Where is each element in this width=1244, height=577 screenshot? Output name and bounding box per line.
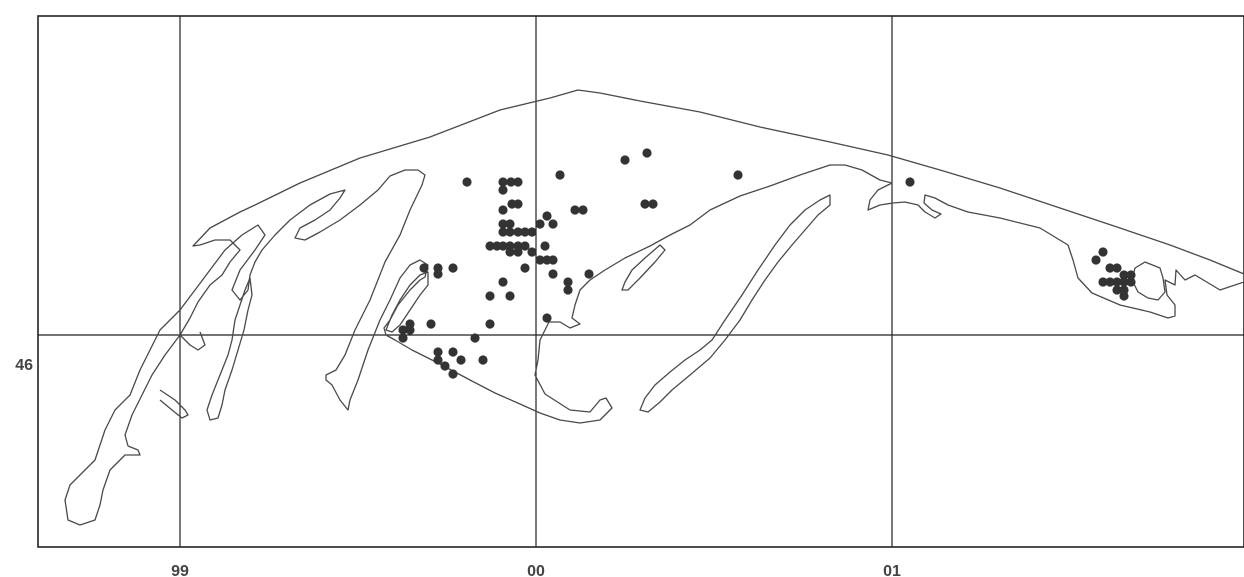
survey-point <box>513 247 523 257</box>
survey-point <box>398 325 408 335</box>
survey-point <box>1098 277 1108 287</box>
survey-point <box>433 269 443 279</box>
survey-point <box>535 255 545 265</box>
eastern-tongue-1 <box>621 244 666 291</box>
survey-point <box>1091 255 1101 265</box>
x-tick-label-99: 99 <box>171 563 189 577</box>
survey-point <box>570 205 580 215</box>
survey-point <box>405 319 415 329</box>
survey-point <box>419 263 429 273</box>
survey-point <box>498 205 508 215</box>
survey-point <box>505 227 515 237</box>
survey-point <box>513 227 523 237</box>
y-tick-label-46: 46 <box>15 357 33 374</box>
survey-point <box>462 177 472 187</box>
graticule <box>38 16 1244 547</box>
survey-point <box>506 177 516 187</box>
survey-point <box>548 269 558 279</box>
survey-point <box>1098 247 1108 257</box>
survey-point <box>535 219 545 229</box>
survey-point <box>1112 285 1122 295</box>
survey-point <box>498 241 508 251</box>
survey-point <box>485 319 495 329</box>
survey-point <box>648 199 658 209</box>
survey-point <box>498 227 508 237</box>
survey-point <box>1105 277 1115 287</box>
x-tick-label-00: 00 <box>527 563 545 577</box>
survey-point <box>1126 277 1136 287</box>
survey-point <box>520 263 530 273</box>
survey-point <box>498 277 508 287</box>
outer-bank-outline <box>64 89 1244 526</box>
survey-point <box>448 263 458 273</box>
survey-point <box>440 361 450 371</box>
eastern-lagoon-1 <box>1131 261 1166 301</box>
survey-point <box>520 241 530 251</box>
survey-point <box>527 247 537 257</box>
survey-point <box>485 241 495 251</box>
survey-point <box>470 333 480 343</box>
survey-point <box>542 313 552 323</box>
survey-point <box>1112 263 1122 273</box>
survey-point <box>505 291 515 301</box>
survey-point <box>620 155 630 165</box>
survey-point <box>548 255 558 265</box>
central-shoal <box>385 271 429 333</box>
survey-point <box>905 177 915 187</box>
survey-point <box>1119 270 1129 280</box>
inner-tongue-west <box>206 277 253 421</box>
survey-point <box>540 241 550 251</box>
survey-point <box>433 355 443 365</box>
survey-point <box>1119 277 1129 287</box>
survey-point <box>642 148 652 158</box>
survey-point <box>485 291 495 301</box>
survey-point <box>584 269 594 279</box>
survey-point <box>505 247 515 257</box>
survey-point <box>563 285 573 295</box>
coastlines <box>64 89 1244 526</box>
inner-tongue-west-2 <box>179 331 206 351</box>
axis-labels: 99 00 01 46 <box>15 357 901 577</box>
survey-point <box>498 219 508 229</box>
survey-point <box>520 227 530 237</box>
survey-point <box>1119 291 1129 301</box>
survey-point <box>548 219 558 229</box>
survey-point <box>1126 270 1136 280</box>
survey-point <box>640 199 650 209</box>
map-border <box>37 15 1244 548</box>
survey-point <box>513 177 523 187</box>
survey-point <box>456 355 466 365</box>
survey-point <box>426 319 436 329</box>
survey-point <box>398 333 408 343</box>
survey-point <box>498 177 508 187</box>
survey-point <box>578 205 588 215</box>
survey-point <box>448 369 458 379</box>
survey-point <box>1105 263 1115 273</box>
survey-point <box>542 211 552 221</box>
survey-point <box>505 219 515 229</box>
x-tick-label-01: 01 <box>883 563 901 577</box>
survey-point <box>1112 277 1122 287</box>
survey-point <box>527 227 537 237</box>
eastern-tongue-2 <box>639 194 831 413</box>
survey-point <box>555 170 565 180</box>
survey-points <box>398 148 1136 379</box>
survey-point <box>448 347 458 357</box>
survey-point <box>733 170 743 180</box>
survey-point <box>563 277 573 287</box>
survey-point <box>433 347 443 357</box>
survey-point <box>478 355 488 365</box>
survey-point <box>498 185 508 195</box>
inner-channel-sw <box>159 389 189 419</box>
survey-point <box>513 199 523 209</box>
